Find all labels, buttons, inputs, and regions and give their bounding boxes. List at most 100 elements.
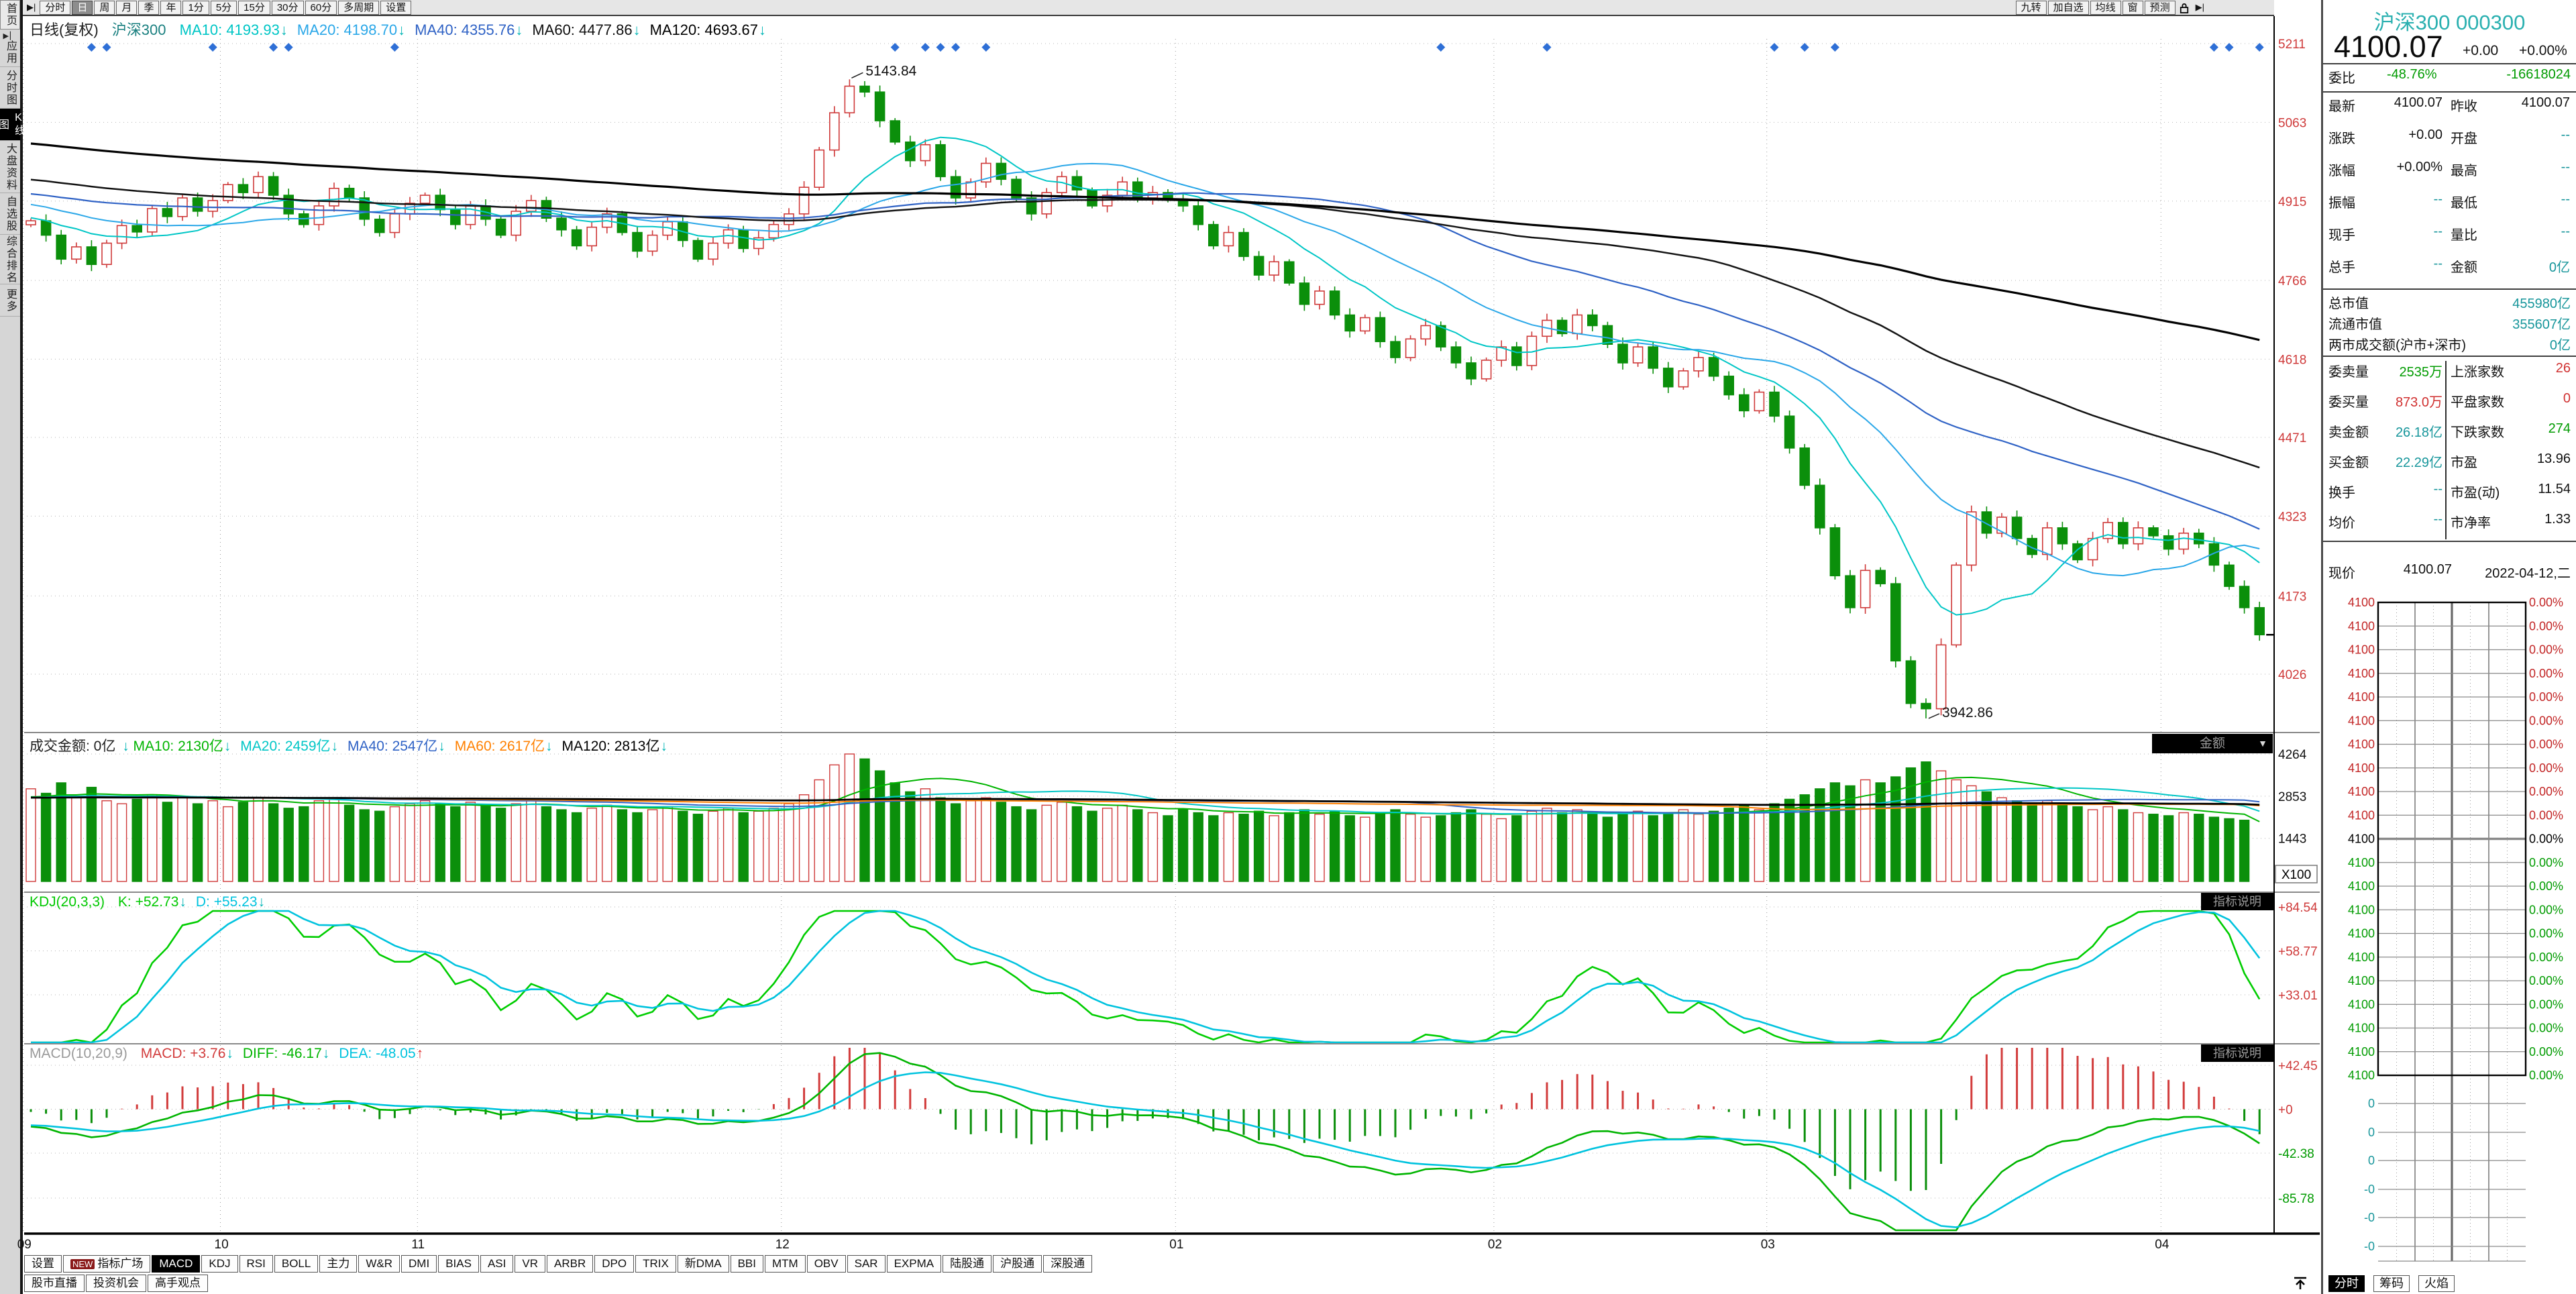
minichart-tab-分时[interactable]: 分时 [2328,1275,2365,1292]
indicator-tab-指标广场[interactable]: NEW 指标广场 [63,1255,151,1273]
indicator-tab-沪股通[interactable]: 沪股通 [993,1255,1042,1273]
volume-pane-header: 成交金额: 0亿 ↓ MA10: 2130亿↓ MA20: 2459亿↓ MA40:… [30,735,686,755]
svg-text:0.00%: 0.00% [2529,643,2563,657]
svg-text:0: 0 [2368,1154,2375,1167]
quote-label: 开盘 [2451,131,2477,146]
legend-item: K: +52.73↓ [117,894,186,910]
quote-row: 均价 -- 市净率 1.33 [2323,512,2576,542]
indicator-tab-陆股通[interactable]: 陆股通 [943,1255,992,1273]
period-button-季[interactable]: 季 [138,1,160,15]
indicator-tab-W&R[interactable]: W&R [358,1255,400,1273]
main-pane-header: 日线(复权) 沪深300 MA10: 4193.93↓ MA20: 4198.70… [30,18,785,40]
period-button-周[interactable]: 周 [94,1,115,15]
indicator-tab-MTM[interactable]: MTM [764,1255,806,1273]
collapse-left-icon[interactable]: ▶| [27,2,36,12]
period-button-15分[interactable]: 15分 [238,1,270,15]
tool-button-窗[interactable]: 窗 [2122,1,2143,15]
indicator-tab-BOLL[interactable]: BOLL [274,1255,319,1273]
indicator-tab-主力[interactable]: 主力 [319,1255,358,1273]
quote-value: 2535万 [2399,365,2443,380]
tool-button-均线[interactable]: 均线 [2090,1,2121,15]
sidebar-item-分时图[interactable]: 分时图 [0,67,20,109]
quote-value: 26.18亿 [2395,425,2443,440]
indicator-tab-深股通[interactable]: 深股通 [1043,1255,1093,1273]
svg-text:4323: 4323 [2278,510,2306,524]
period-button-1分[interactable]: 1分 [182,1,209,15]
svg-text:0.00%: 0.00% [2529,832,2563,846]
weibi-row: 委比 -48.76% -16618024 [2323,67,2576,90]
info-tab-投资机会[interactable]: 投资机会 [86,1275,146,1292]
tool-button-预测[interactable]: 预测 [2144,1,2176,15]
indicator-tab-SAR[interactable]: SAR [847,1255,885,1273]
info-tab-股市直播[interactable]: 股市直播 [24,1275,85,1292]
tool-button-加自选[interactable]: 加自选 [2047,1,2089,15]
svg-text:4766: 4766 [2278,274,2306,288]
quote-label: 流通市值 [2328,317,2382,332]
svg-text:4173: 4173 [2278,590,2306,604]
period-button-30分[interactable]: 30分 [271,1,304,15]
sidebar-item-自选股[interactable]: 自选股 [0,193,20,235]
intraday-mini-chart[interactable]: 4100 0.00% 4100 0.00% 4100 0.00% 4100 0.00% 4100… [2323,596,2576,1275]
sidebar-item-应用[interactable]: ▶▏ 应用 [0,30,20,67]
indicator-tab-DMI[interactable]: DMI [401,1255,437,1273]
indicator-tab-BIAS[interactable]: BIAS [438,1255,479,1273]
amount-dropdown[interactable]: 金额 ▼ [2152,734,2273,753]
indicator-tab-ARBR[interactable]: ARBR [546,1255,594,1273]
svg-text:4100: 4100 [2348,596,2375,609]
period-button-日[interactable]: 日 [72,1,93,15]
period-button-设置[interactable]: 设置 [380,1,412,15]
indicator-tab-ASI[interactable]: ASI [480,1255,514,1273]
indicator-tab-TRIX[interactable]: TRIX [635,1255,676,1273]
quote-value: +0.00% [2396,160,2443,174]
minichart-tab-筹码[interactable]: 筹码 [2373,1275,2410,1292]
indicator-tab-KDJ[interactable]: KDJ [201,1255,238,1273]
sidebar-item-大盘资料[interactable]: 大盘资料 [0,141,20,193]
quote-value: 11.54 [2538,482,2571,496]
indicator-tab-VR[interactable]: VR [515,1255,545,1273]
svg-text:0.00%: 0.00% [2529,998,2563,1011]
indicator-tab-设置[interactable]: 设置 [24,1255,62,1273]
quote-label: 买金额 [2328,455,2369,470]
legend-item: MACD: +3.76↓ [140,1046,233,1061]
indicator-tab-RSI[interactable]: RSI [239,1255,273,1273]
quote-value: -- [2433,482,2443,496]
indicator-tab-OBV[interactable]: OBV [806,1255,846,1273]
tool-button-九转[interactable]: 九转 [2015,1,2047,15]
trend-arrow: ↓ [223,739,231,754]
sidebar-item-更多[interactable]: 更多 [0,284,20,317]
minichart-tab-火焰[interactable]: 火焰 [2418,1275,2455,1292]
svg-text:4100: 4100 [2348,619,2375,633]
scroll-to-top-button[interactable] [2290,1276,2312,1292]
price-change: +0.00 [2463,43,2499,58]
quote-label: 平盘家数 [2451,395,2504,410]
indicator-tab-EXPMA[interactable]: EXPMA [886,1255,942,1273]
indicator-tab-BBI[interactable]: BBI [730,1255,763,1273]
period-button-分时[interactable]: 分时 [40,1,71,15]
month-label-01: 01 [1169,1238,1184,1252]
svg-text:0.00%: 0.00% [2529,785,2563,798]
divider [2323,91,2576,93]
legend-item: DEA: -48.05↑ [339,1046,424,1061]
lock-icon[interactable] [2177,1,2192,13]
kdj-indicator-help-button[interactable]: 指标说明 [2201,893,2273,910]
sidebar-item-label: 大盘资料 [5,142,16,191]
indicator-tab-DPO[interactable]: DPO [594,1255,635,1273]
quote-value: 0亿 [2548,260,2570,275]
period-button-5分[interactable]: 5分 [210,1,237,15]
kline-chart-canvas[interactable]: 5211 5063 4915 4766 4618 4471 4323 4173 4026 5143… [0,16,2322,1236]
quote-row: 两市成交额(沪市+深市) 0亿 [2323,334,2576,355]
amount-dropdown-label: 金额 [2199,737,2225,751]
collapse-right-icon[interactable]: ▶| [2195,2,2204,12]
indicator-tab-新DMA[interactable]: 新DMA [677,1255,729,1273]
period-button-月[interactable]: 月 [116,1,138,15]
sidebar-item-首页[interactable]: 首页 [0,0,20,30]
sidebar-item-K线图[interactable]: K线图 [0,109,24,141]
period-button-60分[interactable]: 60分 [305,1,337,15]
info-tab-高手观点[interactable]: 高手观点 [148,1275,208,1292]
period-button-多周期[interactable]: 多周期 [338,1,380,15]
indicator-tab-MACD[interactable]: MACD [152,1255,201,1273]
sidebar-item-综合排名[interactable]: 综合排名 [0,235,20,284]
macd-indicator-help-button[interactable]: 指标说明 [2201,1044,2273,1062]
trend-arrow: ↓ [759,21,767,38]
period-button-年[interactable]: 年 [160,1,182,15]
